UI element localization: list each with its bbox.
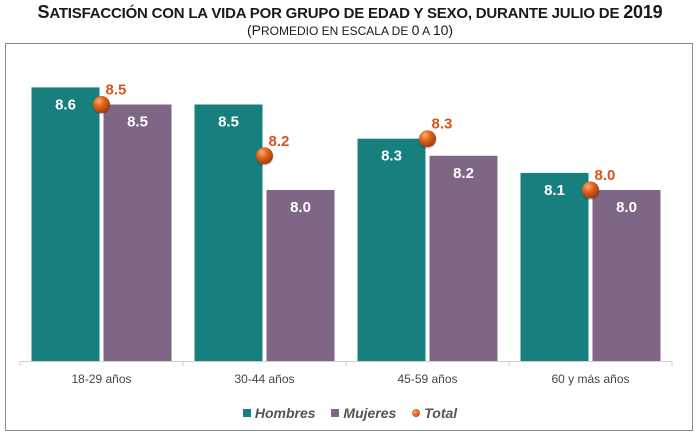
x-tick-label: 45-59 años	[397, 372, 457, 386]
x-tick-label: 60 y más años	[551, 372, 629, 386]
bar-mujeres	[429, 155, 498, 361]
total-point	[93, 96, 110, 113]
legend-item-total: Total	[412, 405, 457, 421]
bar-label-mujeres: 8.0	[616, 199, 637, 216]
total-label: 8.2	[269, 133, 290, 150]
title-part: 2019	[623, 2, 663, 22]
subtitle-part: ROMEDIO EN ESCALA DE	[260, 24, 412, 38]
subtitle-part: (P	[246, 22, 261, 38]
bar-hombres	[194, 104, 263, 361]
legend-item-mujeres: Mujeres	[331, 405, 396, 421]
legend-label-total: Total	[424, 405, 458, 421]
bar-label-hombres: 8.3	[381, 148, 402, 165]
title-part: S	[37, 2, 50, 22]
total-point	[256, 147, 273, 165]
subtitle-part: 10)	[432, 22, 454, 38]
legend-marker-total	[412, 409, 421, 417]
legend-swatch-hombres	[242, 409, 251, 417]
subtitle-part: A	[419, 24, 433, 38]
bar-label-mujeres: 8.5	[127, 114, 148, 131]
total-point	[582, 181, 599, 199]
legend-item-hombres: Hombres	[242, 405, 316, 421]
chart-subtitle: (PROMEDIO EN ESCALA DE 0 A 10)	[0, 22, 700, 38]
total-point	[419, 130, 436, 148]
bar-label-hombres: 8.6	[55, 96, 76, 113]
title-part: ATISFACCIÓN CON LA VIDA POR GRUPO DE EDA…	[49, 5, 624, 22]
bar-hombres	[357, 138, 426, 361]
bar-mujeres	[103, 104, 172, 361]
bar-label-mujeres: 8.2	[453, 165, 474, 182]
total-label: 8.0	[595, 167, 616, 184]
bar-hombres	[520, 172, 589, 361]
bar-hombres	[31, 87, 100, 362]
bar-mujeres	[592, 190, 661, 361]
chart-title: SATISFACCIÓN CON LA VIDA POR GRUPO DE ED…	[0, 2, 700, 23]
bar-label-hombres: 8.1	[544, 182, 565, 199]
legend-label-hombres: Hombres	[254, 405, 316, 421]
bar-mujeres	[266, 190, 335, 361]
x-tick-label: 18-29 años	[71, 372, 131, 386]
x-tick-label: 30-44 años	[234, 372, 294, 386]
total-label: 8.3	[432, 116, 453, 133]
chart-legend: Hombres Mujeres Total	[0, 404, 700, 421]
subtitle-part: 0	[411, 22, 420, 38]
bar-label-mujeres: 8.0	[290, 199, 311, 216]
legend-label-mujeres: Mujeres	[343, 405, 397, 421]
total-label: 8.5	[106, 82, 127, 99]
bar-label-hombres: 8.5	[218, 114, 239, 131]
legend-swatch-mujeres	[331, 409, 340, 417]
